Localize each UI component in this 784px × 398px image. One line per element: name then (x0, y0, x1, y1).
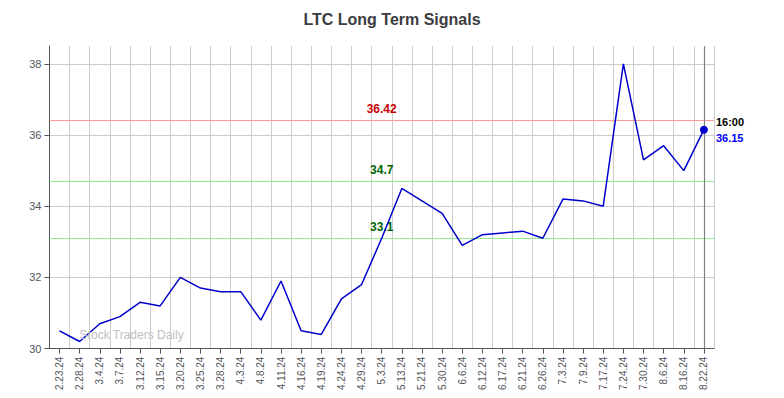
svg-text:4.19.24: 4.19.24 (316, 356, 327, 390)
svg-text:3.25.24: 3.25.24 (195, 356, 206, 390)
svg-text:3.7.24: 3.7.24 (114, 356, 125, 384)
svg-text:30: 30 (29, 343, 41, 355)
svg-text:7.30.24: 7.30.24 (638, 356, 649, 390)
svg-text:3.28.24: 3.28.24 (215, 356, 226, 390)
svg-text:7.17.24: 7.17.24 (598, 356, 609, 390)
svg-text:7.24.24: 7.24.24 (618, 356, 629, 390)
svg-text:5.13.24: 5.13.24 (396, 356, 407, 390)
svg-text:32: 32 (29, 271, 41, 283)
svg-text:7.3.24: 7.3.24 (557, 356, 568, 384)
svg-text:4.11.24: 4.11.24 (276, 356, 287, 389)
svg-text:33.1: 33.1 (370, 220, 394, 234)
svg-text:4.24.24: 4.24.24 (336, 356, 347, 390)
svg-text:8.6.24: 8.6.24 (658, 356, 669, 384)
svg-text:38: 38 (29, 58, 41, 70)
svg-text:7.9.24: 7.9.24 (578, 356, 589, 384)
svg-text:36: 36 (29, 129, 41, 141)
svg-text:4.29.24: 4.29.24 (356, 356, 367, 390)
svg-text:36.42: 36.42 (367, 102, 397, 116)
svg-text:4.3.24: 4.3.24 (235, 356, 246, 384)
svg-text:16:00: 16:00 (716, 116, 744, 128)
svg-text:6.21.24: 6.21.24 (517, 356, 528, 390)
svg-text:5.21.24: 5.21.24 (416, 356, 427, 390)
svg-text:3.15.24: 3.15.24 (155, 356, 166, 390)
svg-text:36.15: 36.15 (716, 132, 744, 144)
svg-text:6.6.24: 6.6.24 (457, 356, 468, 384)
svg-text:34.7: 34.7 (370, 163, 394, 177)
svg-text:6.12.24: 6.12.24 (477, 356, 488, 390)
svg-text:2.28.24: 2.28.24 (74, 356, 85, 390)
svg-text:4.8.24: 4.8.24 (255, 356, 266, 384)
svg-text:6.17.24: 6.17.24 (497, 356, 508, 390)
svg-text:3.20.24: 3.20.24 (175, 356, 186, 390)
svg-text:34: 34 (29, 200, 41, 212)
svg-text:3.4.24: 3.4.24 (94, 356, 105, 384)
svg-text:3.12.24: 3.12.24 (135, 356, 146, 390)
svg-text:LTC Long Term Signals: LTC Long Term Signals (303, 11, 480, 28)
svg-text:2.23.24: 2.23.24 (54, 356, 65, 390)
svg-text:8.22.24: 8.22.24 (698, 356, 709, 390)
svg-text:6.26.24: 6.26.24 (537, 356, 548, 390)
svg-text:5.30.24: 5.30.24 (437, 356, 448, 390)
svg-text:5.3.24: 5.3.24 (376, 356, 387, 384)
svg-text:8.16.24: 8.16.24 (678, 356, 689, 390)
svg-text:Stock Traders Daily: Stock Traders Daily (80, 328, 184, 342)
svg-text:4.16.24: 4.16.24 (296, 356, 307, 390)
